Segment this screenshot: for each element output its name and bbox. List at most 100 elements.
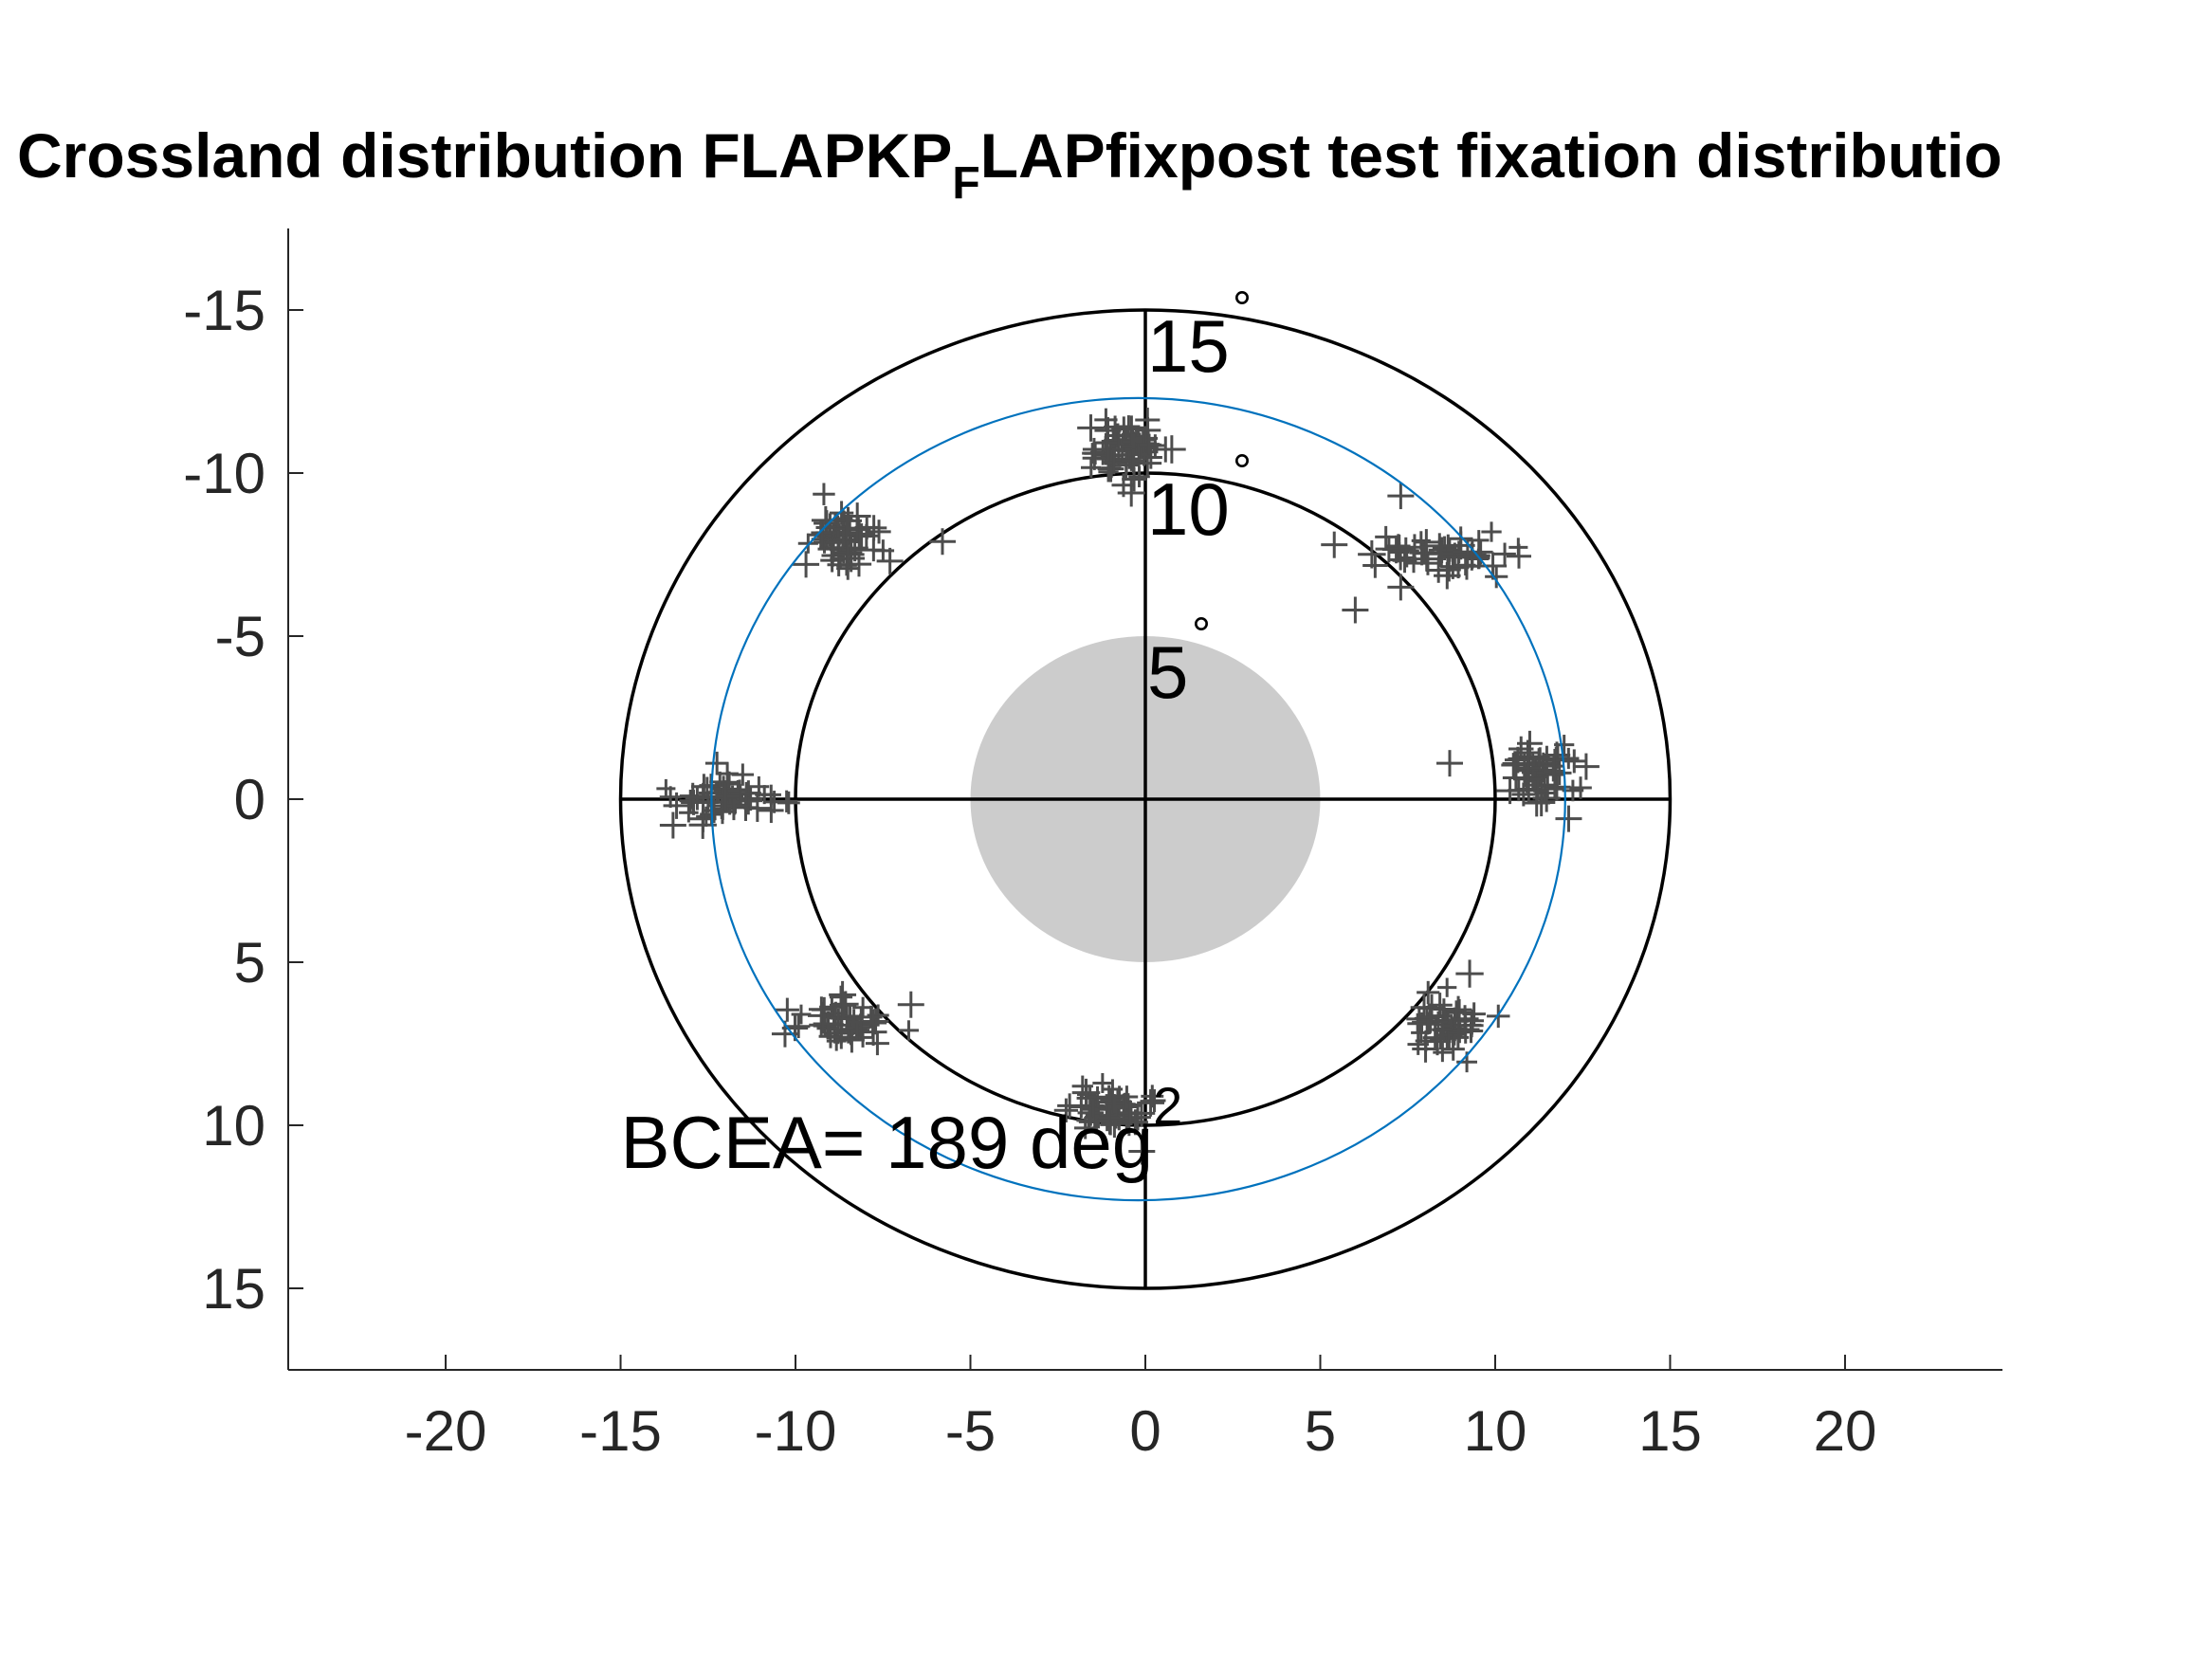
chart-title-subscript: F [952,158,979,209]
bcea-text: BCEA= 189 deg [621,1101,1154,1184]
fixation-point-outlier [897,991,924,1018]
fixation-point-left [776,790,798,812]
fixation-point-lower-left [775,997,799,1022]
bcea-ellipse [710,396,1566,1202]
fixation-point-lower-left [808,996,834,1023]
fixation-point-lower-right [1432,1020,1453,1040]
x-tick-label: 10 [1464,1399,1527,1463]
fixation-point-lower-right [1433,1042,1453,1063]
fixation-point-lower-left [847,1008,875,1036]
fixation-point-right [1516,756,1542,781]
fixation-point-upper-left [834,516,859,541]
fixation-point-left [704,751,729,775]
fixation-point-left [716,762,739,785]
degree-symbol: ° [1233,445,1252,498]
fixation-point-top [1152,436,1179,463]
fixation-point-left [759,797,784,824]
ring-label-10: 10 [1147,467,1230,551]
axes: -20 -15 -10 -5 0 5 10 15 20 -15 -10 -5 0 5 10 15 [183,228,2002,1463]
fixation-point-lower-left [813,1013,837,1038]
fixation-point-left [710,782,740,811]
fixation-point-top [1094,408,1118,431]
fixation-point-lower-right [1446,1000,1467,1021]
fixation-point-left [777,791,800,814]
fixation-point-upper-left [811,528,833,551]
fixation-point-bottom [1105,1094,1124,1114]
fixation-point-upper-right [1429,541,1454,567]
fixation-point-upper-left [813,483,835,505]
fixation-point-lower-right [1437,977,1457,997]
chart-title-suffix: LAPfixpost test fixation distributio [980,120,2002,191]
x-tick-label: -10 [755,1399,837,1463]
fixation-point-outlier [793,551,820,578]
fixation-point-lower-left [898,1020,920,1041]
fixation-point-bottom [1100,1089,1121,1110]
fixation-point-right [1569,776,1592,799]
x-tick-label: 0 [1129,1399,1161,1463]
fixation-point-top [1102,450,1126,475]
fixation-point-upper-right [1375,525,1398,548]
fixation-points [656,407,1600,1165]
fixation-point-top [1082,446,1106,470]
fixation-point-top [1112,451,1141,480]
fixation-point-right [1523,789,1551,817]
fixation-point-left [730,784,750,804]
fixation-point-outlier [1387,483,1415,510]
fixation-point-lower-left [791,1004,812,1025]
degree-symbol: ° [1233,282,1252,335]
fixation-point-left [656,778,676,798]
fixation-point-bottom [1141,1085,1164,1108]
fixation-point-right [1505,755,1525,775]
y-tick-label: -15 [183,279,265,342]
degree-symbol: ° [1192,608,1211,661]
fixation-point-outlier [659,811,686,839]
x-tick-label: 15 [1638,1399,1702,1463]
fixation-point-outlier [663,792,690,819]
fixation-point-right [1527,748,1550,770]
fixation-point-outlier [1342,596,1369,624]
bcea-superscript: 2 [1153,1076,1182,1136]
fixation-point-right [1543,773,1571,801]
ring-label-15: 15 [1147,304,1230,388]
fixation-point-top [1117,415,1141,438]
fixation-point-lower-left [829,992,857,1019]
fixation-point-right [1512,765,1542,793]
chart-title-prefix: Crossland distribution FLAPKP [17,120,952,191]
fixation-point-left [738,786,763,811]
eccentricity-rings [618,308,1673,1290]
chart-title: Crossland distribution FLAPKPFLAPfixpost… [17,120,2002,209]
fixation-point-upper-left [831,528,855,552]
x-tick-label: -15 [579,1399,662,1463]
fixation-point-bottom [1053,1098,1079,1122]
fixation-point-right [1527,779,1549,801]
fixation-point-upper-right [1413,529,1440,556]
fixation-point-top [1139,433,1161,455]
fixation-point-bottom [1143,1089,1166,1113]
y-tick-label: -10 [183,442,265,505]
fixation-point-top [1077,414,1105,442]
fixation-point-outlier [876,547,904,574]
fixation-point-top [1121,448,1146,474]
fixation-point-upper-right [1493,542,1516,566]
fixation-point-upper-right [1506,543,1532,569]
fixation-point-upper-right [1362,553,1388,578]
y-tick-label: 10 [202,1094,265,1158]
fixation-point-upper-left [862,538,886,562]
fixation-point-upper-left [867,520,891,544]
x-tick-label: -20 [405,1399,487,1463]
fixation-point-upper-left [813,531,836,554]
fixation-point-lower-right [1451,1005,1479,1033]
fixation-point-outlier [1321,531,1348,558]
fixation-point-bottom [1057,1093,1083,1119]
fixation-point-bottom [1073,1117,1097,1139]
fixation-point-outlier [1572,753,1600,780]
fixation-point-outlier [1555,805,1582,832]
fixation-point-top [1111,473,1136,498]
fixation-point-upper-right [1401,534,1428,560]
y-tick-label: 0 [234,768,265,831]
fixation-point-bottom [1124,1103,1151,1131]
fixation-point-lower-right [1441,1037,1465,1061]
fixation-point-top [1130,427,1156,453]
x-tick-label: 20 [1814,1399,1877,1463]
